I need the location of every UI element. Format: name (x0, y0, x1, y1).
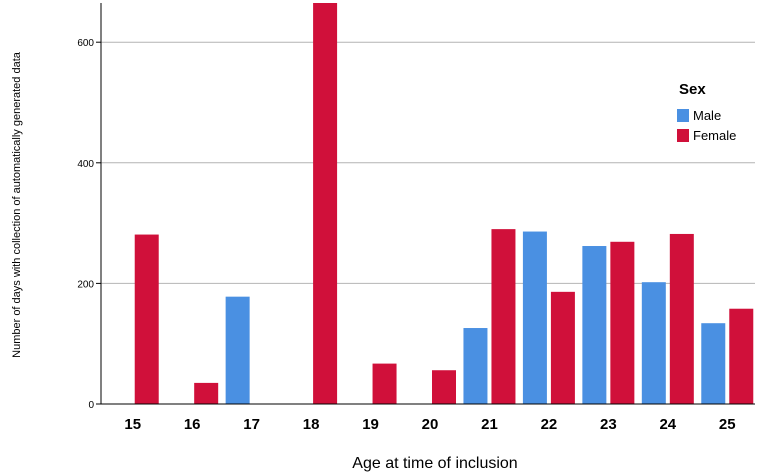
x-tick-label-22: 22 (541, 416, 558, 433)
bar-female-21 (491, 229, 516, 404)
legend-swatch-male (677, 109, 689, 122)
x-tick-label-16: 16 (184, 416, 201, 433)
bar-female-24 (669, 233, 694, 404)
legend-swatch-female (677, 129, 689, 142)
bar-female-16 (194, 382, 219, 404)
y-tick-label-400: 400 (77, 159, 94, 170)
legend-label-female: Female (693, 128, 736, 143)
x-ticks: 15 16 17 18 19 20 21 22 23 24 25 (124, 416, 735, 433)
bar-male-25 (701, 323, 726, 404)
x-axis-title: Age at time of inclusion (352, 455, 517, 472)
bar-female-20 (432, 370, 456, 404)
x-tick-label-23: 23 (600, 416, 617, 433)
bar-female-23 (610, 241, 635, 404)
x-tick-label-17: 17 (243, 416, 260, 433)
x-tick-label-20: 20 (422, 416, 439, 433)
bar-female-22 (550, 291, 575, 404)
legend-items: Male Female (677, 108, 736, 143)
bar-female-19 (372, 363, 397, 404)
bar-male-24 (641, 282, 666, 404)
y-tick-label-200: 200 (77, 279, 94, 290)
bar-male-17 (225, 296, 250, 404)
legend: Sex Male Female (677, 81, 736, 143)
bar-female-18 (313, 3, 338, 404)
x-tick-label-18: 18 (303, 416, 320, 433)
bar-male-21 (463, 328, 488, 404)
y-axis-title: Number of days with collection of automa… (11, 51, 23, 358)
x-tick-label-24: 24 (659, 416, 676, 433)
y-tick-label-0: 0 (88, 400, 94, 411)
x-tick-label-15: 15 (124, 416, 141, 433)
bars (134, 3, 754, 404)
gridlines (101, 41, 755, 284)
bar-female-15 (134, 234, 159, 404)
y-tick-label-600: 600 (77, 38, 94, 49)
bar-male-23 (582, 246, 607, 404)
x-tick-label-25: 25 (719, 416, 736, 433)
legend-label-male: Male (693, 108, 721, 123)
x-tick-label-19: 19 (362, 416, 379, 433)
legend-title: Sex (679, 81, 706, 98)
x-tick-label-21: 21 (481, 416, 498, 433)
y-ticks: 0 200 400 600 (77, 38, 101, 411)
bar-male-22 (522, 231, 547, 404)
bar-female-25 (729, 308, 754, 404)
